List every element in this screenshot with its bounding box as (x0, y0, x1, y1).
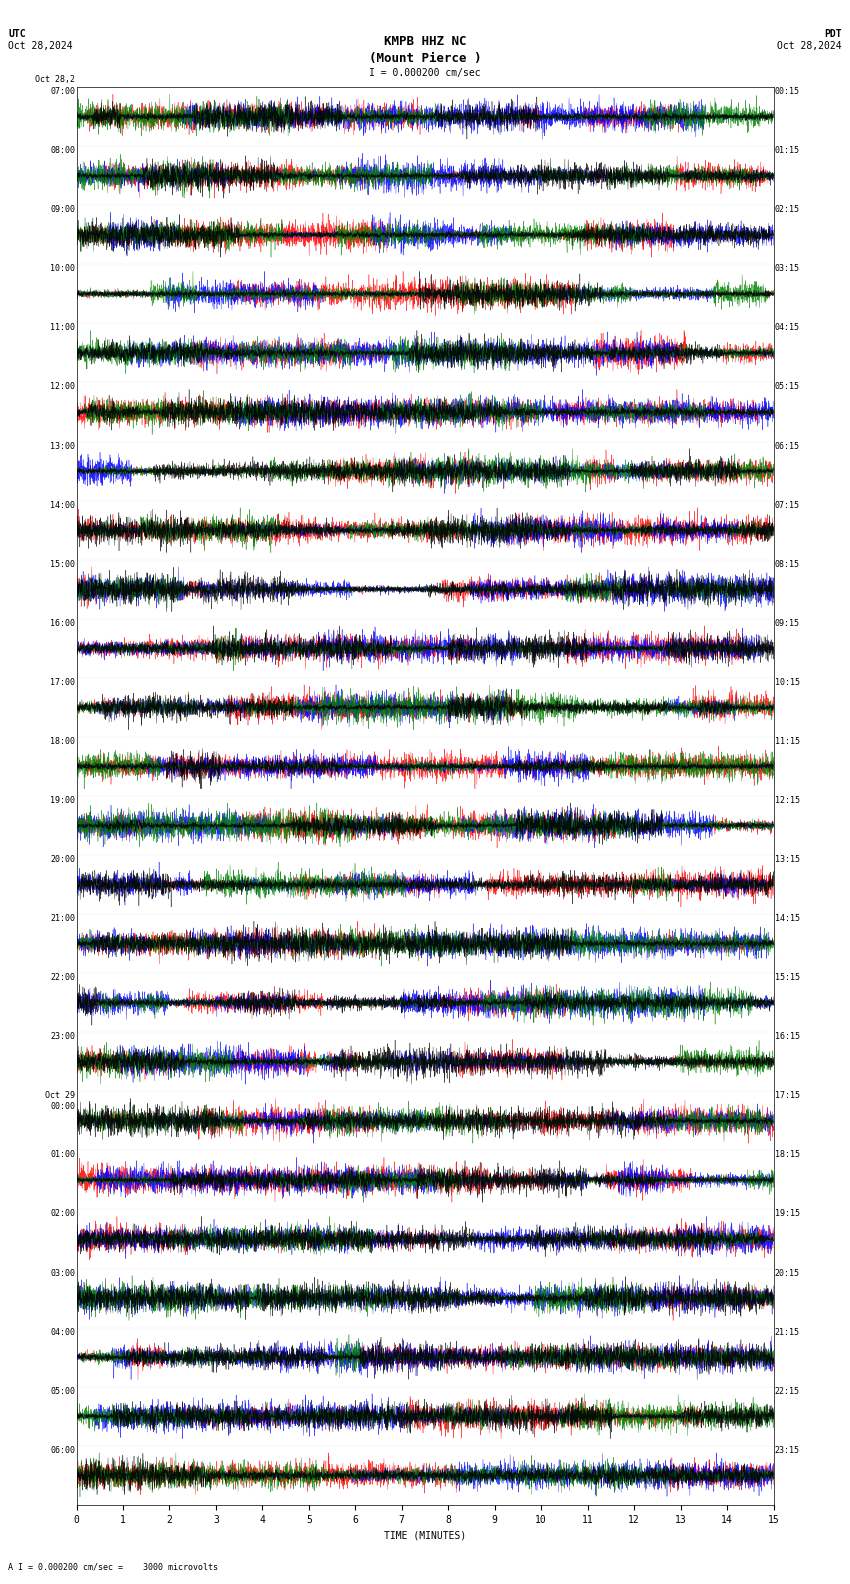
Text: 09:15: 09:15 (775, 619, 800, 627)
Text: 10:15: 10:15 (775, 678, 800, 687)
Text: 17:00: 17:00 (50, 678, 75, 687)
Text: 00:15: 00:15 (775, 87, 800, 97)
Text: 11:00: 11:00 (50, 323, 75, 333)
Text: 12:15: 12:15 (775, 795, 800, 805)
Text: 07:00: 07:00 (50, 87, 75, 97)
Text: 19:00: 19:00 (50, 795, 75, 805)
Text: 05:15: 05:15 (775, 382, 800, 391)
Text: Oct 28,2: Oct 28,2 (35, 76, 75, 84)
Text: 08:15: 08:15 (775, 559, 800, 569)
Text: 11:15: 11:15 (775, 737, 800, 746)
Text: 03:00: 03:00 (50, 1269, 75, 1278)
Text: 19:15: 19:15 (775, 1210, 800, 1218)
Text: 22:15: 22:15 (775, 1386, 800, 1396)
Text: 10:00: 10:00 (50, 265, 75, 274)
Text: Oct 28,2024: Oct 28,2024 (777, 41, 842, 51)
Text: 13:15: 13:15 (775, 855, 800, 863)
Text: Oct 29
00:00: Oct 29 00:00 (45, 1091, 75, 1110)
X-axis label: TIME (MINUTES): TIME (MINUTES) (384, 1530, 466, 1540)
Text: 12:00: 12:00 (50, 382, 75, 391)
Text: I = 0.000200 cm/sec: I = 0.000200 cm/sec (369, 68, 481, 78)
Text: 01:00: 01:00 (50, 1150, 75, 1159)
Text: 05:00: 05:00 (50, 1386, 75, 1396)
Text: 07:15: 07:15 (775, 501, 800, 510)
Text: 22:00: 22:00 (50, 973, 75, 982)
Text: UTC: UTC (8, 29, 26, 38)
Text: 08:00: 08:00 (50, 146, 75, 155)
Text: 23:15: 23:15 (775, 1446, 800, 1454)
Text: 20:00: 20:00 (50, 855, 75, 863)
Text: 16:15: 16:15 (775, 1033, 800, 1041)
Text: 15:15: 15:15 (775, 973, 800, 982)
Text: KMPB HHZ NC: KMPB HHZ NC (383, 35, 467, 48)
Text: Oct 28,2024: Oct 28,2024 (8, 41, 73, 51)
Text: 21:00: 21:00 (50, 914, 75, 923)
Text: 02:00: 02:00 (50, 1210, 75, 1218)
Text: 18:15: 18:15 (775, 1150, 800, 1159)
Text: (Mount Pierce ): (Mount Pierce ) (369, 52, 481, 65)
Text: PDT: PDT (824, 29, 842, 38)
Text: 21:15: 21:15 (775, 1327, 800, 1337)
Text: 06:00: 06:00 (50, 1446, 75, 1454)
Text: 15:00: 15:00 (50, 559, 75, 569)
Text: 17:15: 17:15 (775, 1091, 800, 1101)
Text: 14:00: 14:00 (50, 501, 75, 510)
Text: 03:15: 03:15 (775, 265, 800, 274)
Text: 18:00: 18:00 (50, 737, 75, 746)
Text: 13:00: 13:00 (50, 442, 75, 450)
Text: 14:15: 14:15 (775, 914, 800, 923)
Text: 04:15: 04:15 (775, 323, 800, 333)
Text: 09:00: 09:00 (50, 206, 75, 214)
Text: 04:00: 04:00 (50, 1327, 75, 1337)
Text: 06:15: 06:15 (775, 442, 800, 450)
Text: 16:00: 16:00 (50, 619, 75, 627)
Text: 01:15: 01:15 (775, 146, 800, 155)
Text: A I = 0.000200 cm/sec =    3000 microvolts: A I = 0.000200 cm/sec = 3000 microvolts (8, 1562, 218, 1571)
Text: 02:15: 02:15 (775, 206, 800, 214)
Text: 20:15: 20:15 (775, 1269, 800, 1278)
Text: 23:00: 23:00 (50, 1033, 75, 1041)
